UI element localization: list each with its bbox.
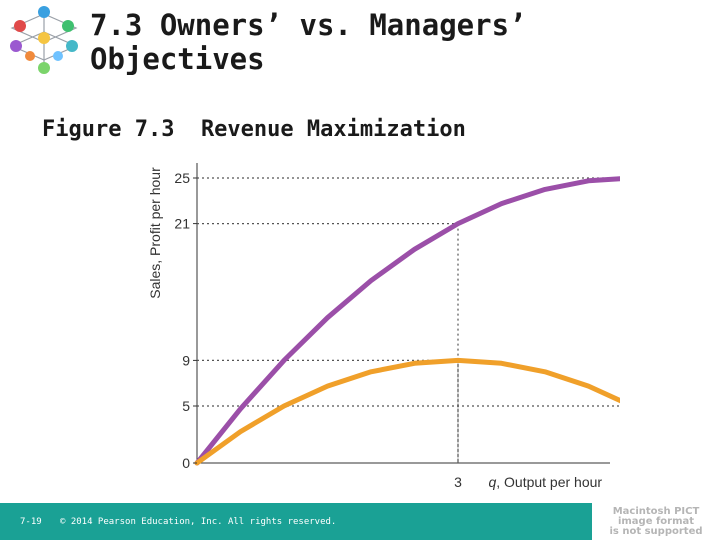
pict-line-2: image format — [617, 516, 695, 527]
figure-title: Figure 7.3 Revenue Maximization — [42, 117, 466, 142]
y-tick-label: 21 — [174, 216, 190, 232]
x-axis-label-text: , Output per hour — [496, 474, 602, 490]
y-axis-label: Sales, Profit per hour — [147, 167, 163, 299]
copyright-text: © 2014 Pearson Education, Inc. All right… — [60, 517, 337, 527]
pict-line-3: is not supported — [609, 526, 703, 537]
y-tick-label: 0 — [182, 455, 190, 471]
page-number: 7-19 — [20, 517, 42, 527]
slide-title-line-2: Objectives — [90, 42, 265, 76]
series-line-revenue — [194, 176, 620, 466]
molecule-logo-icon — [10, 6, 78, 74]
y-tick-label: 9 — [182, 352, 190, 368]
y-tick-label: 5 — [182, 398, 190, 414]
pict-line-1: Macintosh PICT — [612, 506, 700, 517]
x-axis-label-variable: q — [488, 474, 496, 490]
slide-title-line-1: 7.3 Owners’ vs. Managers’ — [90, 8, 527, 42]
y-tick-label: 25 — [174, 170, 190, 186]
revenue-profit-chart: RevenueProfit059212535q, Output per hour… — [147, 163, 620, 490]
series-line-profit — [194, 357, 620, 466]
slide-title: 7.3 Owners’ vs. Managers’ Objectives — [90, 8, 527, 76]
x-tick-label: 3 — [454, 474, 462, 490]
pict-placeholder: Macintosh PICT image format is not suppo… — [592, 503, 720, 540]
footer-bar: 7-19 © 2014 Pearson Education, Inc. All … — [0, 503, 592, 540]
x-axis-label: q, Output per hour — [488, 474, 602, 490]
